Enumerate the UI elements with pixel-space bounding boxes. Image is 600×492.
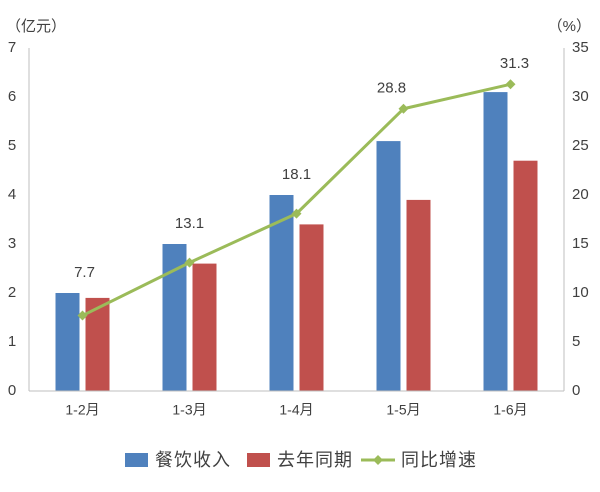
data-labels: 7.7 13.1 18.1 28.8 31.3	[74, 55, 529, 281]
legend-swatch-last-year	[247, 453, 270, 467]
category-label: 1-5月	[386, 402, 420, 418]
left-tick-label: 3	[8, 235, 16, 252]
bar-series-1-1	[192, 263, 217, 391]
category-label: 1-4月	[279, 402, 313, 418]
bar-series-1-4	[513, 160, 538, 391]
category-label: 1-3月	[172, 402, 206, 418]
right-tick-label: 25	[572, 137, 589, 154]
bar-series-0-2	[269, 195, 294, 391]
growth-line-layer	[77, 79, 516, 321]
legend-label-last-year: 去年同期	[277, 450, 353, 470]
legend-label-growth: 同比增速	[401, 450, 477, 470]
legend-item-growth: 同比增速	[361, 450, 477, 470]
left-tick-label: 5	[8, 137, 16, 154]
left-tick-label: 4	[8, 186, 16, 203]
category-labels: 1-2月 1-3月 1-4月 1-5月 1-6月	[65, 402, 527, 418]
right-tick-label: 15	[572, 235, 589, 252]
legend-item-revenue: 餐饮收入	[125, 450, 231, 470]
left-axis-title: （亿元）	[6, 18, 66, 35]
category-label: 1-2月	[65, 402, 99, 418]
right-tick-label: 30	[572, 88, 589, 105]
growth-data-label: 28.8	[377, 80, 406, 97]
left-tick-label: 0	[8, 382, 16, 399]
growth-data-label: 18.1	[282, 166, 311, 183]
legend-swatch-revenue	[125, 453, 148, 467]
category-label: 1-6月	[493, 402, 527, 418]
growth-point-marker	[505, 79, 516, 90]
left-tick-label: 6	[8, 88, 16, 105]
axes	[28, 48, 565, 391]
bar-series-0-0	[55, 293, 80, 391]
right-tick-label: 0	[572, 382, 580, 399]
right-tick-label: 35	[572, 39, 589, 56]
bars-layer	[55, 92, 538, 391]
right-tick-label: 5	[572, 333, 580, 350]
bar-series-1-3	[406, 199, 431, 391]
right-axis-title: （%）	[548, 18, 591, 35]
right-tick-label: 10	[572, 284, 589, 301]
bar-series-0-3	[376, 141, 401, 391]
bar-series-1-2	[299, 224, 324, 391]
legend-diamond-marker	[373, 455, 383, 465]
growth-data-label: 31.3	[500, 55, 529, 72]
tick-labels: 0 1 2 3 4 5 6 7 0 5 10 15 20 25 30 35	[8, 39, 589, 399]
growth-point-marker	[398, 103, 409, 114]
growth-point-marker	[184, 257, 195, 268]
bar-series-0-4	[483, 92, 508, 391]
growth-data-label: 13.1	[175, 215, 204, 232]
legend: 餐饮收入 去年同期 同比增速	[125, 450, 477, 470]
legend-item-last-year: 去年同期	[247, 450, 353, 470]
right-tick-label: 20	[572, 186, 589, 203]
growth-point-marker	[291, 208, 302, 219]
left-tick-label: 2	[8, 284, 16, 301]
left-tick-label: 1	[8, 333, 16, 350]
growth-point-marker	[77, 310, 88, 321]
left-tick-label: 7	[8, 39, 16, 56]
growth-data-label: 7.7	[74, 264, 95, 281]
legend-label-revenue: 餐饮收入	[155, 450, 231, 470]
